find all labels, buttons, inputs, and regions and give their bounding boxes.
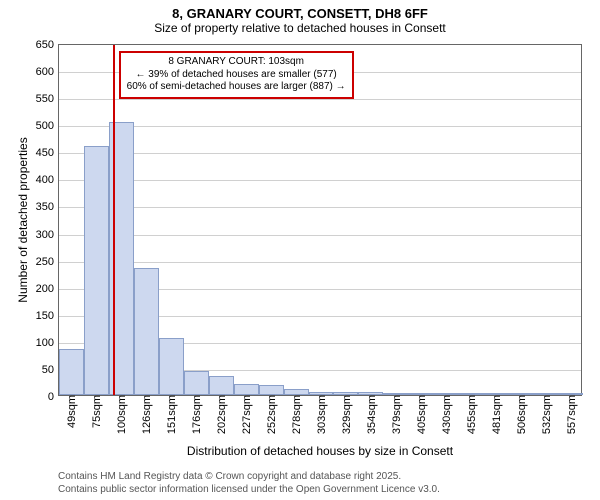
- xtick-label: 379sqm: [389, 395, 403, 434]
- callout-line1: 8 GRANARY COURT: 103sqm: [127, 56, 346, 69]
- xtick-label: 506sqm: [514, 395, 528, 434]
- gridline: [59, 126, 581, 127]
- ytick-label: 0: [48, 391, 59, 403]
- xtick-label: 126sqm: [139, 395, 153, 434]
- chart-footer: Contains HM Land Registry data © Crown c…: [58, 470, 592, 496]
- xtick-label: 176sqm: [189, 395, 203, 434]
- xtick-label: 405sqm: [414, 395, 428, 434]
- xtick-label: 100sqm: [114, 395, 128, 434]
- ytick-label: 650: [36, 39, 59, 51]
- histogram-bar: [209, 376, 234, 395]
- ytick-label: 200: [36, 283, 59, 295]
- chart-container: 8, GRANARY COURT, CONSETT, DH8 6FF Size …: [0, 0, 600, 500]
- ytick-label: 50: [42, 364, 59, 376]
- gridline: [59, 153, 581, 154]
- xtick-label: 151sqm: [164, 395, 178, 434]
- marker-line: [113, 45, 115, 395]
- xtick-label: 227sqm: [239, 395, 253, 434]
- callout-line3: 60% of semi-detached houses are larger (…: [127, 81, 346, 94]
- histogram-bar: [184, 371, 209, 395]
- xtick-label: 278sqm: [289, 395, 303, 434]
- ytick-label: 600: [36, 66, 59, 78]
- y-axis-label: Number of detached properties: [16, 44, 30, 396]
- gridline: [59, 99, 581, 100]
- footer-line1: Contains HM Land Registry data © Crown c…: [58, 470, 592, 483]
- ytick-label: 550: [36, 93, 59, 105]
- xtick-label: 532sqm: [539, 395, 553, 434]
- xtick-label: 49sqm: [64, 395, 78, 428]
- histogram-bar: [259, 385, 284, 395]
- histogram-bar: [159, 338, 184, 395]
- ytick-label: 450: [36, 147, 59, 159]
- x-axis-label: Distribution of detached houses by size …: [58, 444, 582, 458]
- ytick-label: 150: [36, 310, 59, 322]
- ytick-label: 400: [36, 174, 59, 186]
- ytick-label: 250: [36, 256, 59, 268]
- histogram-bar: [84, 146, 109, 395]
- chart-title-main: 8, GRANARY COURT, CONSETT, DH8 6FF: [0, 0, 600, 21]
- xtick-label: 75sqm: [89, 395, 103, 428]
- xtick-label: 303sqm: [314, 395, 328, 434]
- xtick-label: 430sqm: [439, 395, 453, 434]
- plot-area: 0501001502002503003504004505005506006504…: [58, 44, 582, 396]
- xtick-label: 252sqm: [264, 395, 278, 434]
- histogram-bar: [134, 268, 159, 395]
- gridline: [59, 262, 581, 263]
- gridline: [59, 235, 581, 236]
- ytick-label: 500: [36, 120, 59, 132]
- xtick-label: 354sqm: [364, 395, 378, 434]
- histogram-bar: [234, 384, 259, 395]
- xtick-label: 202sqm: [214, 395, 228, 434]
- callout-line2: ← 39% of detached houses are smaller (57…: [127, 69, 346, 82]
- xtick-label: 455sqm: [464, 395, 478, 434]
- chart-title-sub: Size of property relative to detached ho…: [0, 21, 600, 37]
- gridline: [59, 180, 581, 181]
- ytick-label: 100: [36, 337, 59, 349]
- ytick-label: 350: [36, 201, 59, 213]
- xtick-label: 329sqm: [339, 395, 353, 434]
- callout-box: 8 GRANARY COURT: 103sqm← 39% of detached…: [119, 51, 354, 99]
- xtick-label: 557sqm: [564, 395, 578, 434]
- histogram-bar: [59, 349, 84, 395]
- gridline: [59, 207, 581, 208]
- footer-line2: Contains public sector information licen…: [58, 483, 592, 496]
- ytick-label: 300: [36, 229, 59, 241]
- xtick-label: 481sqm: [489, 395, 503, 434]
